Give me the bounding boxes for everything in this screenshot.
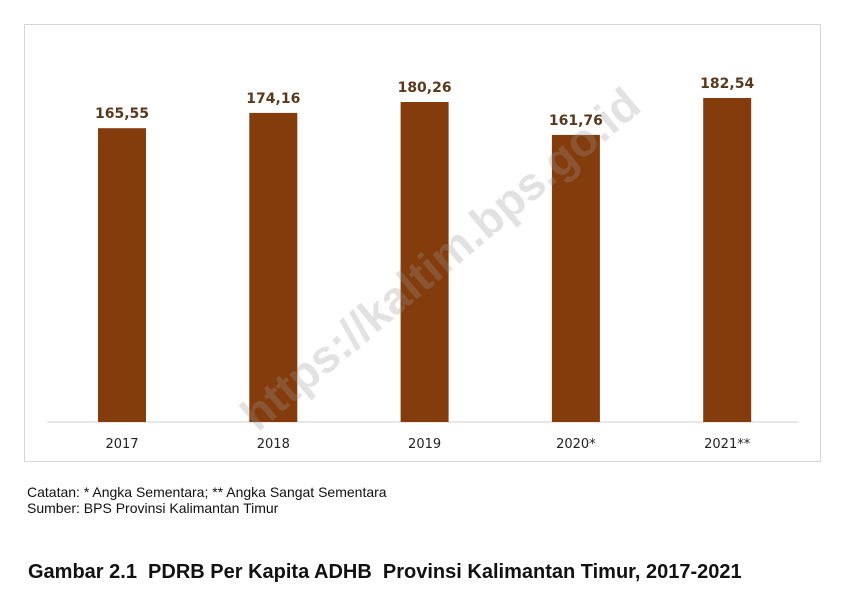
tick-label-2018: 2018 xyxy=(257,437,290,452)
tick-label-2017: 2017 xyxy=(105,437,138,452)
value-label-2018: 174,16 xyxy=(246,91,300,107)
value-label-2021: 182,54 xyxy=(700,76,754,92)
tick-label-2020: 2020* xyxy=(556,437,596,452)
tick-label-2019: 2019 xyxy=(408,437,441,452)
value-label-2020: 161,76 xyxy=(549,113,603,129)
bar-2020 xyxy=(551,134,600,422)
value-label-2017: 165,55 xyxy=(95,106,149,122)
chart-frame: 165,55 2017 174,16 2018 180,26 2019 161,76 2020… xyxy=(24,24,821,462)
bar-2021 xyxy=(703,98,752,422)
figure-caption: Gambar 2.1 PDRB Per Kapita ADHB Provinsi… xyxy=(28,561,742,583)
bar-2018 xyxy=(249,112,298,423)
bar-chart: 165,55 2017 174,16 2018 180,26 2019 161,76 2020… xyxy=(47,76,798,452)
tick-label-2021: 2021** xyxy=(704,437,751,452)
bar-2019 xyxy=(400,102,449,422)
bar-2017 xyxy=(98,128,146,422)
note-catatan: Catatan: * Angka Sementara; ** Angka San… xyxy=(27,484,387,500)
note-sumber: Sumber: BPS Provinsi Kalimantan Timur xyxy=(27,500,279,516)
value-label-2019: 180,26 xyxy=(398,80,452,96)
